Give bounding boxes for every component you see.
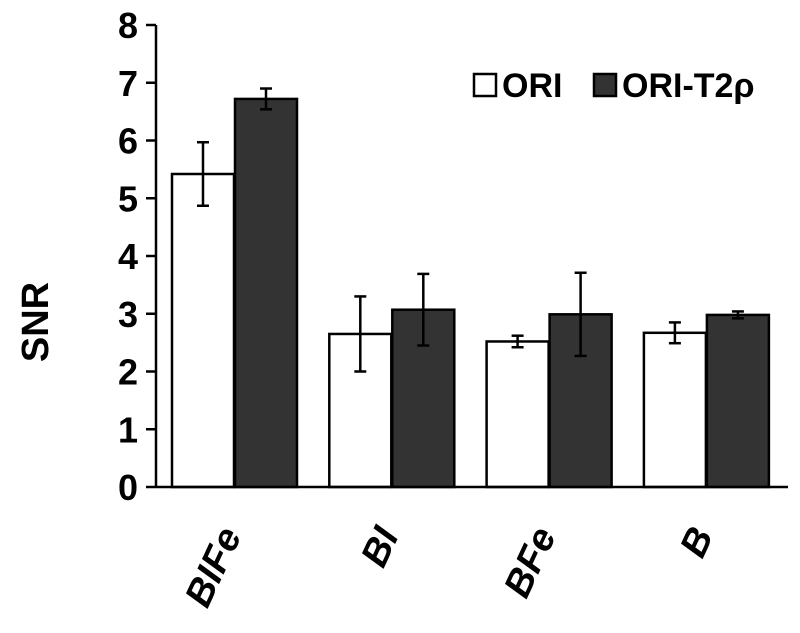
error-bar [417, 272, 430, 347]
y-tick-label: 0 [118, 467, 138, 508]
y-tick-label: 3 [118, 294, 138, 335]
y-tick-label: 7 [118, 63, 138, 104]
error-bar [197, 140, 209, 208]
bar-ori-bfe [485, 340, 550, 489]
bar-ori-t2rho-bife [233, 97, 299, 489]
error-bar [260, 87, 272, 111]
error-bar [574, 271, 587, 358]
bars-group [170, 97, 771, 489]
legend-label-ori: ORI [502, 67, 562, 105]
error-bar [511, 334, 524, 349]
bar-ori-t2rho-b [705, 313, 771, 489]
legend: ORI ORI-T2ρ [472, 67, 754, 105]
error-bar [354, 295, 367, 373]
category-labels-group: BIFe BI BFe B [177, 520, 722, 614]
legend-swatch-ori-t2rho [592, 72, 618, 98]
error-bars-group [197, 87, 744, 373]
error-bar [668, 321, 681, 345]
y-tick-label: 4 [118, 236, 138, 277]
y-tick-label: 1 [118, 409, 138, 450]
y-tick-label: 2 [118, 352, 138, 393]
y-tick-label: 8 [118, 5, 138, 46]
bar-ori-bife [170, 172, 236, 489]
legend-label-ori-t2rho: ORI-T2ρ [622, 67, 754, 105]
x-category-label: BIFe [177, 521, 250, 613]
y-tick-label: 6 [118, 121, 138, 162]
x-category-label: BFe [496, 521, 564, 604]
y-ticks-group: 0 1 2 3 4 5 6 7 8 [118, 5, 156, 508]
y-tick-label: 5 [118, 178, 138, 219]
y-axis-title: SNR [15, 282, 57, 362]
legend-swatch-ori [472, 72, 498, 98]
x-category-label: BI [353, 520, 408, 573]
error-bar [731, 310, 744, 320]
bar-ori-b [642, 331, 708, 489]
x-category-label: B [672, 521, 722, 564]
